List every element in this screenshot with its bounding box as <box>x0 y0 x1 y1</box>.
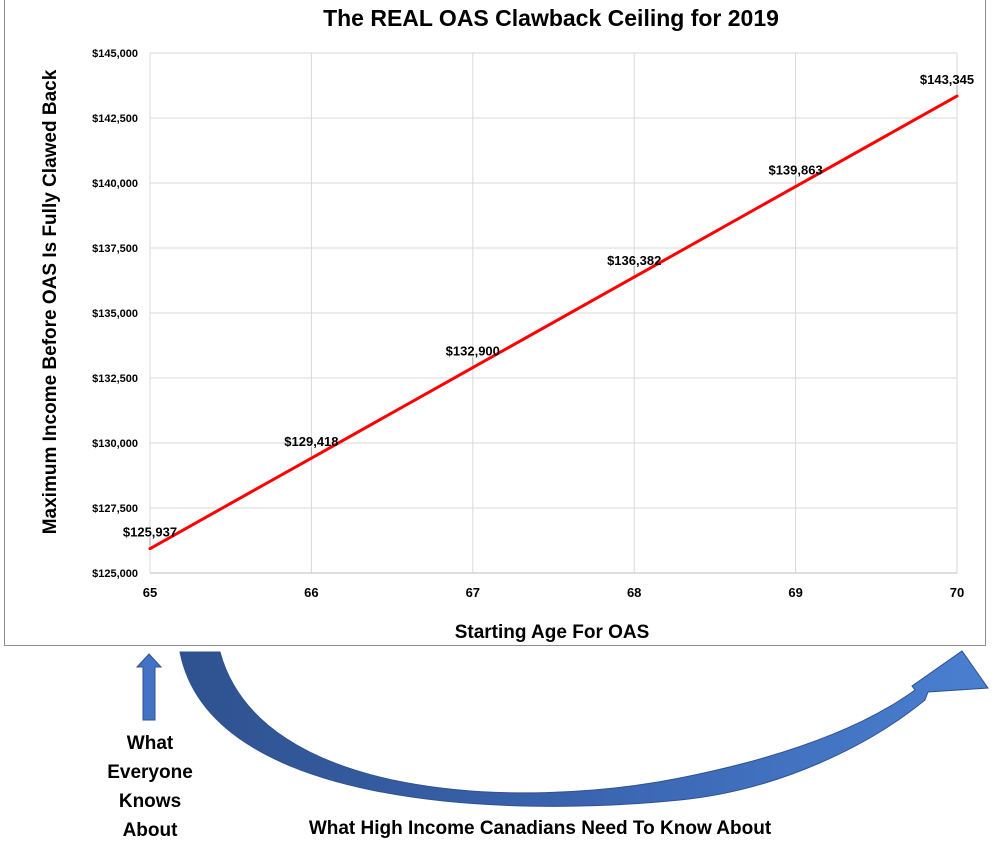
y-tick-label: $135,000 <box>92 308 138 320</box>
y-tick-label: $130,000 <box>92 438 138 450</box>
right-caption: What High Income Canadians Need To Know … <box>308 818 772 839</box>
x-tick-label: 66 <box>304 585 318 600</box>
x-tick-label: 70 <box>950 585 964 600</box>
x-tick-label: 68 <box>627 585 641 600</box>
left-caption-line: Everyone <box>107 762 193 783</box>
x-axis-label: Starting Age For OAS <box>455 622 650 643</box>
y-tick-label: $132,500 <box>92 373 138 385</box>
left-caption-line: Knows <box>118 791 182 812</box>
data-label: $143,345 <box>920 72 974 87</box>
x-tick-label: 67 <box>466 585 480 600</box>
data-point <box>632 275 636 279</box>
series-line <box>149 94 958 550</box>
data-label: $139,863 <box>768 163 822 178</box>
y-tick-label: $140,000 <box>92 178 138 190</box>
data-label: $132,900 <box>446 344 500 359</box>
y-tick-label: $142,500 <box>92 113 138 125</box>
up-arrow-icon <box>135 653 163 721</box>
y-tick-label: $127,500 <box>92 503 138 515</box>
left-caption-line: About <box>122 820 178 841</box>
data-label: $125,937 <box>123 525 177 540</box>
axis-layer: $125,000 $127,500 $130,000 $132,500 $135,000… <box>92 48 964 600</box>
data-point <box>794 185 798 189</box>
y-tick-label: $137,500 <box>92 243 138 255</box>
left-caption-line: What <box>126 733 174 754</box>
data-point <box>955 94 959 98</box>
x-tick-label: 69 <box>788 585 802 600</box>
series-layer <box>148 94 959 551</box>
data-point <box>148 547 152 551</box>
y-tick-label: $125,000 <box>92 568 138 580</box>
chart-title: The REAL OAS Clawback Ceiling for 2019 <box>323 5 779 31</box>
y-tick-label: $145,000 <box>92 48 138 60</box>
y-axis-label: Maximum Income Before OAS Is Fully Clawe… <box>40 69 61 534</box>
data-point <box>471 366 475 370</box>
data-label: $129,418 <box>284 434 338 449</box>
data-label: $136,382 <box>607 253 661 268</box>
label-layer: $125,937 $129,418 $132,900 $136,382 $139,863… <box>123 72 974 547</box>
curved-arrow-icon <box>179 650 989 807</box>
x-tick-label: 65 <box>143 585 157 600</box>
data-point <box>309 456 313 460</box>
left-caption: What Everyone Knows About <box>100 729 200 845</box>
grid-layer <box>149 52 958 574</box>
